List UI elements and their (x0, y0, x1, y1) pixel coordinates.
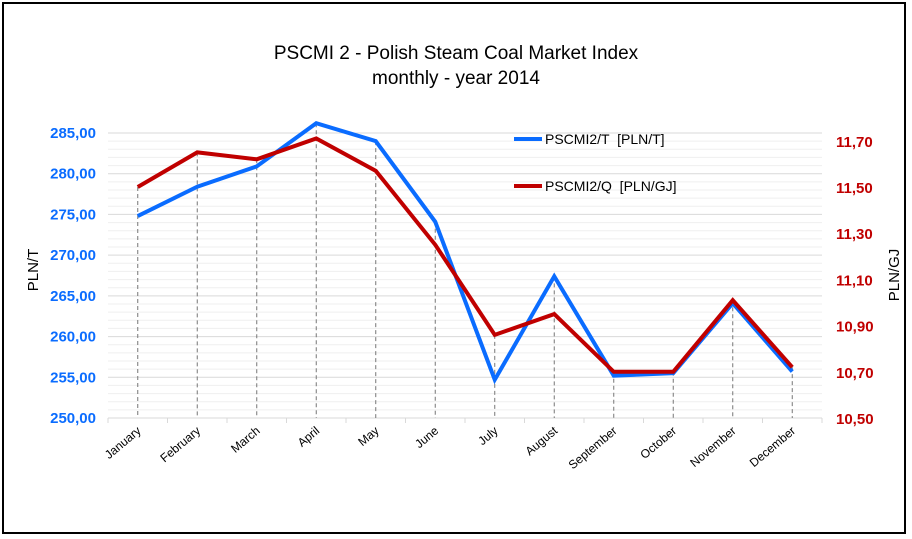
legend: PSCMI2/T [PLN/T] PSCMI2/Q [PLN/GJ] (514, 131, 676, 194)
series-line-pscmi2-t (136, 121, 794, 385)
y-tick-label: 285,00 (50, 125, 96, 142)
x-tick-label: September (566, 424, 620, 472)
y2-tick-label: 11,70 (836, 134, 873, 151)
x-tick-label: December (747, 424, 798, 470)
y2-tick-label: 10,90 (836, 319, 874, 336)
x-tick-label: March (228, 424, 263, 456)
chart-frame (2, 2, 906, 534)
series-line-pscmi2-q (136, 136, 794, 374)
legend-label-pscmi2-q: PSCMI2/Q [PLN/GJ] (545, 178, 676, 194)
y2-tick-label: 10,50 (836, 411, 874, 428)
y-tick-label: 270,00 (50, 247, 96, 264)
y-tick-label: 250,00 (50, 410, 96, 427)
y2-tick-label: 11,30 (836, 226, 873, 243)
x-tick-label: October (637, 424, 679, 462)
y-tick-label: 265,00 (50, 288, 96, 305)
y2-axis-label: PLN/GJ (886, 249, 903, 302)
y-tick-label: 275,00 (50, 206, 96, 223)
y-tick-label: 255,00 (50, 369, 96, 386)
x-tick-label: April (295, 424, 322, 450)
legend-label-pscmi2-t: PSCMI2/T [PLN/T] (545, 131, 665, 147)
y-tick-label: 280,00 (50, 166, 96, 183)
x-tick-label: August (523, 423, 561, 458)
x-tick-label: May (355, 424, 381, 449)
x-tick-label: June (412, 423, 441, 451)
y2-tick-label: 11,10 (836, 272, 873, 289)
x-tick-label: February (157, 424, 203, 466)
y2-tick-label: 10,70 (836, 365, 874, 382)
x-tick-label: January (102, 424, 144, 462)
chart-title: PSCMI 2 - Polish Steam Coal Market Index (274, 43, 639, 64)
y2-tick-label: 11,50 (836, 180, 873, 197)
chart-subtitle: monthly - year 2014 (372, 68, 540, 89)
x-tick-label: July (475, 424, 500, 448)
y-axis-label: PLN/T (25, 249, 42, 292)
x-tick-label: November (687, 424, 738, 470)
y-tick-label: 260,00 (50, 329, 96, 346)
